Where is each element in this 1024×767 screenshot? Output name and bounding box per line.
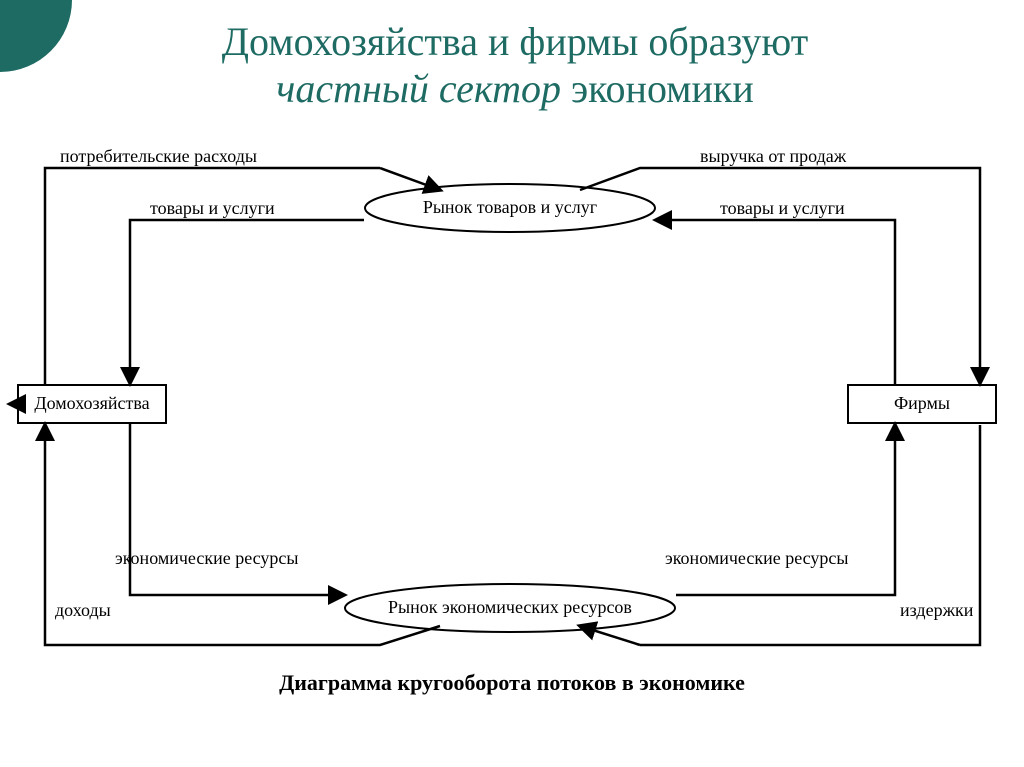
label-consumer-spending: потребительские расходы	[60, 146, 257, 166]
label-goods-left: товары и услуги	[150, 198, 275, 218]
diagram-caption: Диаграмма кругооборота потоков в экономи…	[0, 670, 1024, 696]
label-costs: издержки	[900, 600, 974, 620]
edge-res-left	[130, 423, 344, 595]
label-incomes: доходы	[55, 600, 111, 620]
slide-title: Домохозяйства и фирмы образуют частный с…	[80, 18, 950, 112]
title-line1: Домохозяйства и фирмы образуют	[222, 19, 808, 64]
node-resource-market-label: Рынок экономических ресурсов	[388, 597, 632, 617]
edge-res-right	[676, 425, 895, 595]
label-econ-res-right: экономические ресурсы	[665, 548, 849, 568]
edge-goods-left	[130, 220, 364, 383]
node-households-label: Домохозяйства	[34, 393, 149, 413]
title-line2-plain: экономики	[561, 66, 754, 111]
label-revenue: выручка от продаж	[700, 146, 847, 166]
label-econ-res-left: экономические ресурсы	[115, 548, 299, 568]
label-goods-right: товары и услуги	[720, 198, 845, 218]
node-goods-market-label: Рынок товаров и услуг	[423, 197, 597, 217]
circular-flow-diagram: Домохозяйства Фирмы Рынок товаров и услу…	[0, 140, 1024, 700]
accent-quarter-circle	[0, 0, 72, 72]
edge-goods-right	[656, 220, 895, 385]
node-firms-label: Фирмы	[894, 393, 950, 413]
title-line2-italic: частный сектор	[276, 66, 561, 111]
